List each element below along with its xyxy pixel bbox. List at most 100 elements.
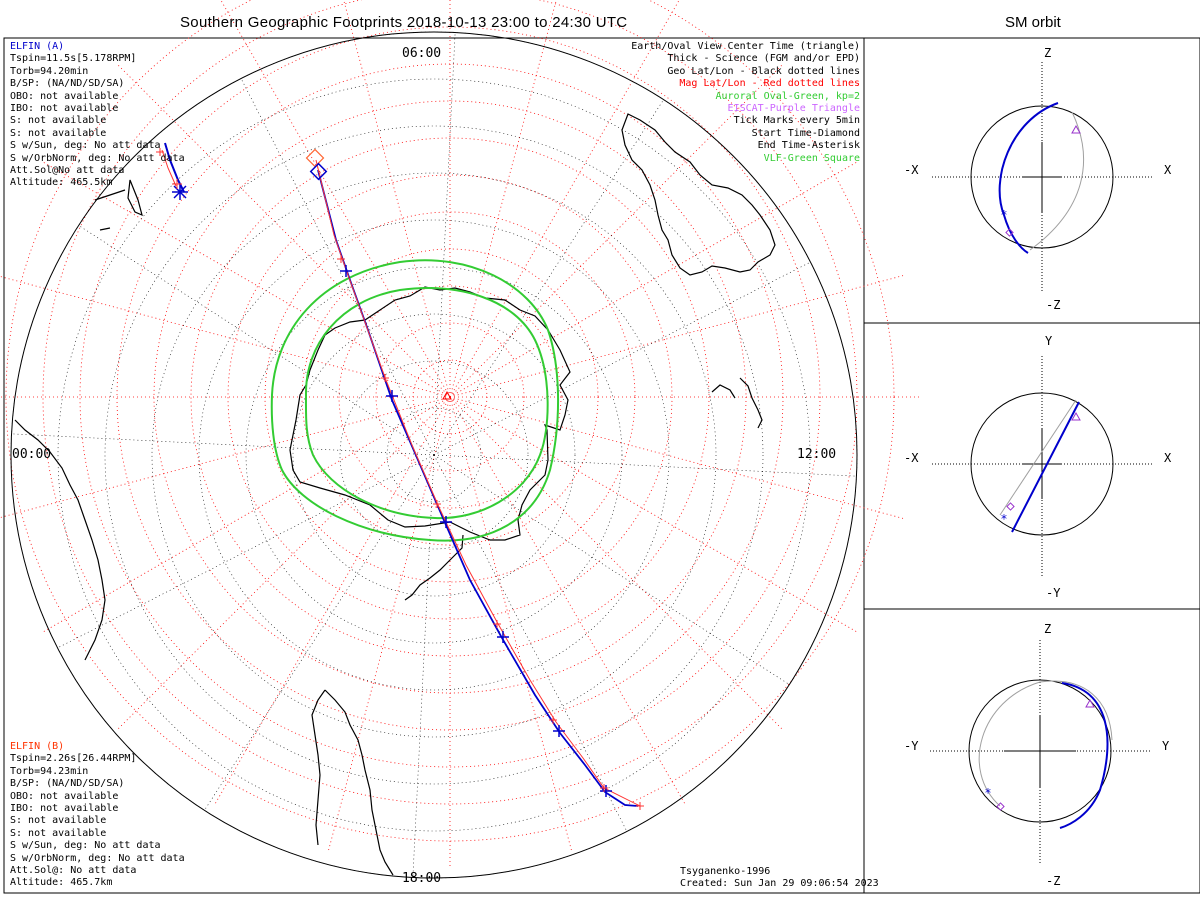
- mag-lon-line: [449, 396, 573, 852]
- antarctica-coast: [289, 286, 571, 541]
- elfin-a-s1: S: not available: [10, 115, 107, 127]
- plot-title: Southern Geographic Footprints 2018-10-1…: [180, 14, 628, 31]
- elfin-b-torb: Torb=94.23min: [10, 765, 89, 777]
- panel1-left-label: -X: [904, 163, 919, 177]
- panel3-top-label: Z: [1044, 622, 1052, 636]
- legend-start: Start Time-Diamond: [751, 127, 860, 139]
- orbit-front-xy: [1011, 401, 1080, 533]
- track-markers: [156, 148, 644, 810]
- mag-lon-line: [327, 396, 451, 852]
- geo-lon-line: [433, 32, 456, 456]
- geo-lon-line: [57, 454, 435, 649]
- orbit-back-yz: [978, 680, 1113, 807]
- clock-label-bottom: 18:00: [402, 871, 442, 886]
- geo-lat-circle: [151, 172, 717, 738]
- eiscat-triangle-xy: [1071, 411, 1081, 421]
- elfin-a-altitude: Altitude: 465.5km: [10, 177, 113, 189]
- elfin-a-sun: S w/Sun, deg: No att data: [10, 140, 161, 152]
- mag-lat-circle: [79, 26, 821, 768]
- clock-label-right: 12:00: [797, 447, 837, 462]
- geo-lat-circle: [104, 125, 764, 785]
- geo-lon-line: [240, 78, 435, 456]
- eiscat-triangle-yz: [1085, 698, 1095, 708]
- panel2-right-label: X: [1164, 451, 1172, 465]
- legend-science: Thick - Science (FGM and/or EPD): [667, 53, 860, 65]
- elfin-b-track: [161, 149, 641, 807]
- new-zealand-coast: [711, 377, 763, 429]
- geo-lon-line: [11, 433, 435, 456]
- mag-lon-line: [214, 396, 451, 805]
- end-asterisk-xy: *: [1000, 512, 1007, 526]
- elfin-b-name: ELFIN (B): [10, 741, 65, 752]
- panel1-bottom-label: -Z: [1046, 298, 1061, 312]
- map-boundary-circle: [10, 31, 858, 879]
- legend-view-center: Earth/Oval View Center Time (triangle): [631, 41, 860, 52]
- antarctic-peninsula-coast: [404, 534, 464, 601]
- legend-mag-grid: Mag Lat/Lon - Red dotted lines: [679, 78, 860, 90]
- sm-orbit-title: SM orbit: [1005, 14, 1061, 31]
- geo-lat-circle: [292, 313, 576, 597]
- panel2-left-label: -X: [904, 451, 919, 465]
- elfin-a-obo: OBO: not available: [10, 90, 119, 102]
- panel1-top-label: Z: [1044, 46, 1052, 60]
- indian-ocean-islands: [94, 189, 126, 231]
- orbit-front-yz: [1059, 682, 1109, 829]
- end-asterisk-b: [172, 179, 182, 189]
- mag-lon-line: [449, 396, 858, 633]
- geo-lon-line: [204, 454, 435, 811]
- elfin-a-attsol: Att.Sol@No att data: [10, 165, 125, 177]
- auroral-oval-outer: [270, 259, 559, 542]
- panel3-bottom-label: -Z: [1046, 874, 1061, 888]
- end-asterisk-xz: *: [1000, 208, 1007, 222]
- legend-end: End Time-Asterisk: [757, 140, 860, 152]
- orbit-back-xz: [1029, 111, 1084, 251]
- panel3-right-label: Y: [1162, 739, 1170, 753]
- mag-lon-line: [449, 396, 783, 730]
- five-minute-ticks: [156, 148, 644, 810]
- elfin-b-orbnorm: S w/OrbNorm, deg: No att data: [10, 852, 185, 864]
- elfin-a-orbnorm: S w/OrbNorm, deg: No att data: [10, 152, 185, 164]
- elfin-a-s2: S: not available: [10, 127, 107, 139]
- elfin-a-ibo: IBO: not available: [10, 103, 119, 115]
- clock-label-left: 00:00: [12, 447, 52, 462]
- elfin-b-s2: S: not available: [10, 827, 107, 839]
- geo-lat-circle: [386, 407, 482, 503]
- mag-lon-line: [449, 274, 905, 398]
- elfin-b-info: ELFIN (B) Tspin=2.26s[26.44RPM] Torb=94.…: [10, 741, 185, 890]
- legend-geo-grid: Geo Lat/Lon - Black dotted lines: [667, 65, 860, 77]
- elfin-b-sun: S w/Sun, deg: No att data: [10, 840, 161, 852]
- eiscat-triangle-xz: [1071, 124, 1081, 134]
- mag-lat-circle: [190, 137, 710, 657]
- elfin-b-altitude: Altitude: 465.7km: [10, 877, 113, 889]
- mag-lat-circle: [338, 285, 562, 509]
- panel3-left-label: -Y: [904, 739, 919, 753]
- geo-lon-line: [78, 225, 435, 456]
- geo-lat-circle: [198, 219, 670, 691]
- end-asterisk-a: [172, 184, 188, 200]
- view-center-triangle: [442, 390, 452, 400]
- elfin-b-obo: OBO: not available: [10, 790, 119, 802]
- sm-orbit-panel-xy: *: [932, 356, 1152, 578]
- mag-lat-circle: [227, 174, 673, 620]
- mag-lat-circle: [375, 322, 525, 472]
- start-diamond-xz: [1005, 228, 1014, 237]
- elfin-b-attsol: Att.Sol@: No att data: [10, 865, 137, 877]
- south-america-coast: [311, 689, 394, 876]
- africa-coast: [14, 419, 106, 661]
- panel2-bottom-label: -Y: [1046, 586, 1061, 600]
- geo-lat-circle: [245, 266, 623, 644]
- geo-lon-line: [412, 454, 435, 878]
- start-diamond-yz: [996, 802, 1005, 811]
- elfin-b-ibo: IBO: not available: [10, 803, 119, 815]
- created-timestamp: Created: Sun Jan 29 09:06:54 2023: [680, 878, 879, 890]
- start-diamond-a: [309, 162, 328, 181]
- geo-lon-line: [433, 99, 664, 456]
- elfin-a-bsp: B/SP: (NA/ND/SD/SA): [10, 78, 125, 90]
- madagascar-coast: [127, 179, 143, 217]
- model-credit: Tsyganenko-1996: [680, 866, 771, 877]
- legend-vlf: VLF-Green Square: [763, 152, 860, 164]
- legend-ticks: Tick Marks every 5min: [733, 115, 860, 127]
- mag-lon-line: [117, 396, 451, 730]
